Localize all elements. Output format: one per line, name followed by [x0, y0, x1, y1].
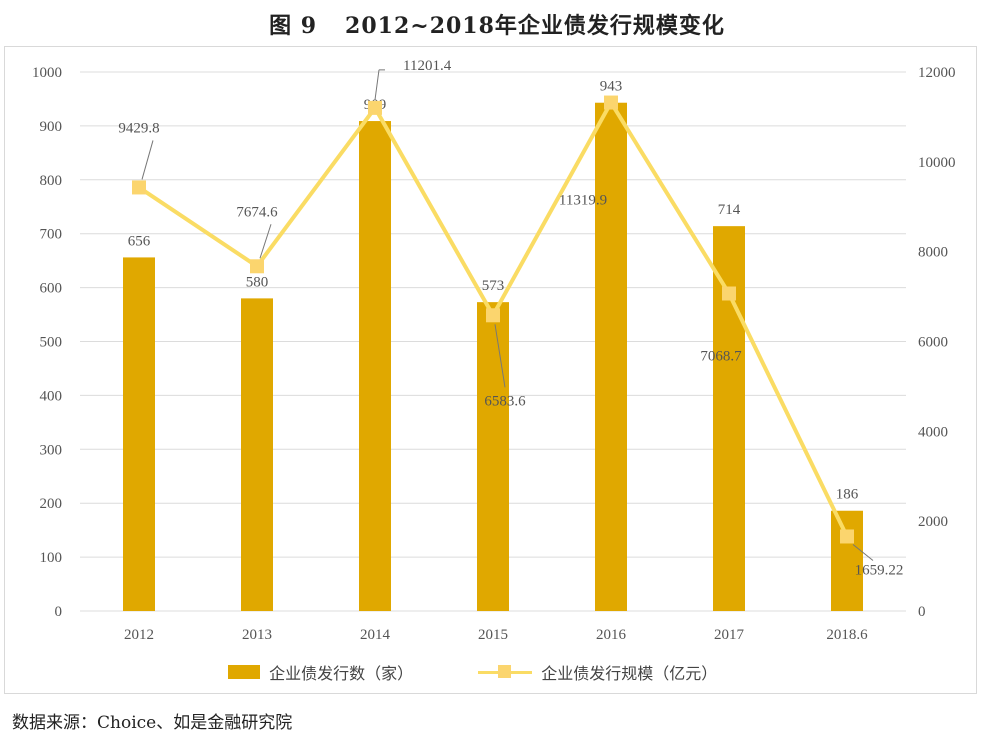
line-marker — [840, 529, 854, 544]
line-marker — [486, 308, 500, 323]
right-tick-label: 8000 — [918, 245, 948, 261]
line-marker — [604, 95, 618, 110]
bar — [595, 102, 627, 612]
right-tick-label: 10000 — [918, 155, 956, 171]
bar-value-label: 573 — [482, 278, 505, 294]
bar — [123, 257, 155, 611]
line-value-label: 7674.6 — [236, 204, 278, 220]
right-tick-label: 6000 — [918, 335, 948, 351]
bar — [831, 510, 863, 611]
x-tick-label: 2015 — [478, 627, 508, 643]
legend-line-label: 企业债发行规模（亿元） — [541, 664, 718, 683]
line-value-label: 1659.22 — [855, 562, 904, 578]
right-tick-label: 0 — [918, 604, 926, 620]
left-tick-label: 400 — [40, 388, 63, 404]
x-tick-label: 2017 — [714, 627, 745, 643]
bar-value-label: 580 — [246, 274, 269, 290]
left-axis: 0 100 200 300 400 500 600 700 800 900 1000 — [32, 65, 62, 620]
bar — [241, 298, 273, 611]
left-tick-label: 600 — [40, 281, 63, 297]
line-value-label: 11319.9 — [559, 193, 607, 209]
bar-value-label: 943 — [600, 79, 623, 95]
line-value-label: 11201.4 — [403, 58, 452, 74]
legend: 企业债发行数（家） 企业债发行规模（亿元） — [228, 660, 717, 684]
right-tick-label: 4000 — [918, 424, 948, 440]
line-value-label: 6583.6 — [484, 393, 526, 409]
x-tick-label: 2013 — [242, 627, 272, 643]
leader-line — [141, 140, 154, 180]
chart-title: 图 9 2012~2018年企业债发行规模变化 — [0, 8, 994, 40]
line-marker — [722, 286, 736, 301]
line-marker — [132, 180, 146, 195]
right-tick-label: 12000 — [918, 65, 956, 81]
line-series: 9429.8 7674.6 11201.4 6583.6 11319.9 7068.7 16… — [118, 58, 903, 579]
left-tick-label: 200 — [40, 496, 63, 512]
legend-line-swatch — [478, 664, 533, 680]
x-tick-label: 2018.6 — [826, 627, 868, 643]
left-tick-label: 500 — [40, 335, 63, 351]
line-marker — [368, 100, 382, 115]
line-value-label: 9429.8 — [118, 120, 159, 136]
title-text: 2012~2018年企业债发行规模变化 — [345, 13, 725, 39]
leader-line — [494, 324, 506, 388]
x-axis: 2012 2013 2014 2015 2016 2017 2018.6 — [124, 627, 868, 643]
leader-line — [374, 69, 380, 100]
chart-frame — [4, 46, 977, 694]
bar — [477, 302, 509, 611]
left-tick-label: 0 — [55, 604, 63, 620]
leader-line — [852, 544, 874, 561]
left-tick-label: 300 — [40, 442, 63, 458]
data-source: 数据来源：Choice、如是金融研究院 — [12, 713, 293, 733]
line-value-label: 7068.7 — [700, 348, 742, 364]
right-tick-label: 2000 — [918, 514, 948, 530]
legend-bar-swatch — [228, 665, 260, 679]
x-tick-label: 2014 — [360, 627, 391, 643]
left-tick-label: 100 — [40, 550, 63, 566]
figure-number: 图 9 — [269, 13, 318, 39]
line-marker — [250, 259, 264, 274]
bar — [359, 121, 391, 611]
leader-line — [259, 224, 272, 259]
bar-value-label: 186 — [836, 487, 859, 503]
bar — [713, 226, 745, 612]
x-tick-label: 2012 — [124, 627, 154, 643]
bar-value-label: 714 — [718, 202, 741, 218]
right-axis: 0 2000 4000 6000 8000 10000 12000 — [918, 65, 956, 620]
legend-bar-label: 企业债发行数（家） — [269, 664, 414, 683]
left-tick-label: 1000 — [32, 65, 62, 81]
left-tick-label: 800 — [40, 173, 63, 189]
x-tick-label: 2016 — [596, 627, 627, 643]
bar-value-label: 656 — [128, 233, 151, 249]
bar-series: 656580909573943714186 — [123, 79, 863, 612]
left-tick-label: 700 — [40, 227, 63, 243]
left-tick-label: 900 — [40, 119, 63, 135]
